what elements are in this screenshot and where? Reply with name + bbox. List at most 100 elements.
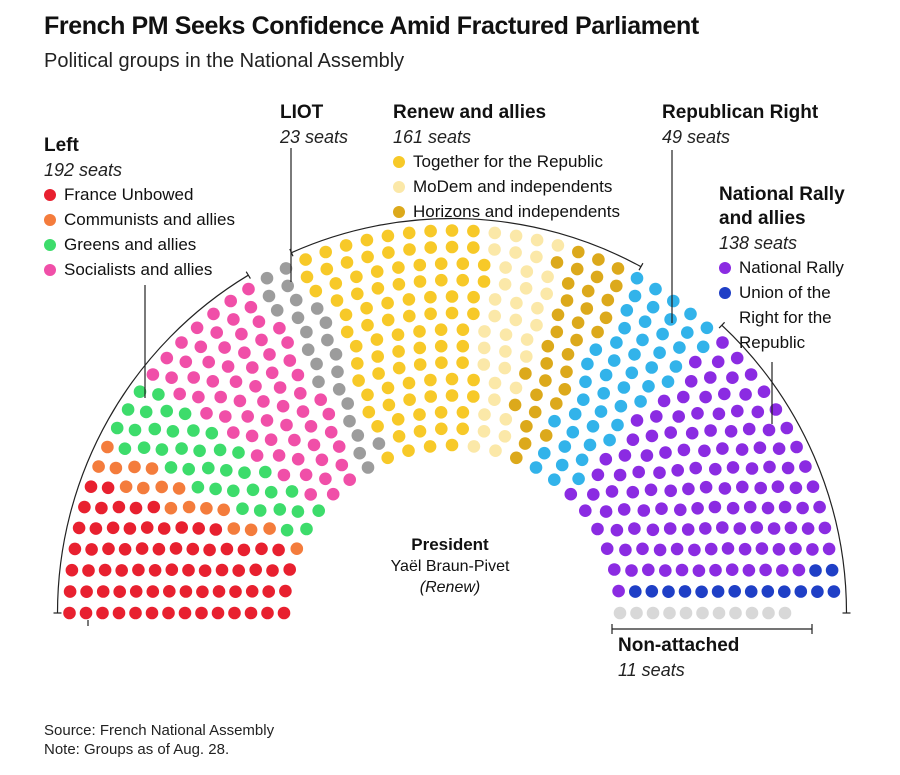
seat-dot bbox=[550, 256, 564, 269]
seat-dot bbox=[771, 480, 785, 494]
bracket-national-rally bbox=[721, 324, 848, 614]
seat-dot bbox=[591, 468, 605, 482]
seat-dot bbox=[467, 440, 481, 453]
seat-dot bbox=[467, 224, 480, 238]
seat-dot bbox=[413, 258, 427, 272]
seat-dot bbox=[456, 406, 470, 419]
seat-dot bbox=[145, 606, 159, 620]
seat-dot bbox=[349, 339, 363, 353]
seat-dot bbox=[182, 563, 195, 577]
bloc-name-left: Left bbox=[44, 135, 79, 156]
seat-dot bbox=[164, 501, 178, 515]
seat-dot bbox=[751, 405, 765, 419]
seat-dot bbox=[280, 418, 293, 432]
bloc-seats-renew: 161 seats bbox=[393, 127, 472, 147]
seat-dot bbox=[331, 365, 344, 379]
seat-dot bbox=[273, 503, 287, 516]
seat-dot bbox=[187, 424, 200, 437]
seat-dot bbox=[667, 294, 680, 308]
seat-dot bbox=[381, 451, 395, 465]
seat-dot bbox=[339, 308, 353, 322]
seat-dot bbox=[672, 410, 685, 423]
seat-dot bbox=[206, 375, 220, 388]
seat-dot bbox=[137, 481, 150, 495]
legend-swatch bbox=[44, 264, 56, 276]
seat-dot bbox=[467, 373, 480, 387]
seat-dot bbox=[456, 273, 470, 287]
seat-dot bbox=[279, 262, 293, 275]
seat-dot bbox=[599, 505, 613, 518]
seat-dot bbox=[681, 326, 694, 339]
seat-dot bbox=[669, 360, 683, 373]
seat-dot bbox=[324, 425, 338, 439]
seat-dot bbox=[488, 293, 502, 306]
seat-dot bbox=[423, 440, 437, 453]
seat-dot bbox=[92, 460, 105, 473]
seat-dot bbox=[509, 246, 522, 259]
legend-item-union-right: Union of the bbox=[719, 280, 845, 305]
legend-republican-right: Republican Right 49 seats bbox=[662, 101, 818, 149]
seat-dot bbox=[413, 341, 427, 355]
seat-dot bbox=[146, 585, 160, 598]
seat-dot bbox=[548, 414, 561, 428]
seat-dot bbox=[531, 301, 544, 315]
seat-dot bbox=[581, 284, 595, 298]
seat-dot bbox=[339, 239, 353, 252]
seat-dot bbox=[160, 404, 173, 418]
seat-dot bbox=[249, 380, 262, 393]
seat-dot bbox=[175, 442, 188, 455]
footer: Source: French National Assembly Note: G… bbox=[44, 721, 274, 759]
seat-dot bbox=[822, 542, 836, 556]
seat-dot bbox=[488, 243, 501, 256]
legend-label: National Rally bbox=[739, 258, 844, 277]
seat-dot bbox=[572, 245, 585, 259]
legend-item-greens: Greens and allies bbox=[44, 232, 235, 257]
seat-dot bbox=[173, 387, 186, 401]
seat-dot bbox=[214, 390, 227, 404]
seat-dot bbox=[285, 485, 299, 498]
seat-dot bbox=[592, 253, 605, 266]
seat-dot bbox=[778, 500, 792, 514]
seat-dot bbox=[772, 543, 786, 556]
seat-dot bbox=[772, 442, 786, 456]
seat-dot bbox=[637, 504, 651, 517]
seat-dot bbox=[762, 423, 776, 437]
seat-dot bbox=[262, 585, 276, 598]
seat-dot bbox=[551, 239, 565, 252]
seat-dot bbox=[679, 606, 693, 620]
seat-dot bbox=[613, 606, 627, 620]
seat-dot bbox=[113, 585, 126, 598]
seat-dot bbox=[636, 542, 649, 556]
seat-dot bbox=[445, 224, 459, 237]
seat-dot bbox=[730, 351, 744, 365]
seat-dot bbox=[586, 420, 600, 433]
seat-dot bbox=[678, 585, 692, 598]
source-note: Source: French National Assembly bbox=[44, 722, 275, 739]
seat-dot bbox=[729, 606, 742, 620]
seat-dot bbox=[456, 339, 470, 353]
seat-dot bbox=[601, 293, 615, 307]
seat-dot bbox=[625, 366, 639, 380]
seat-dot bbox=[670, 542, 684, 556]
seat-dot bbox=[326, 487, 340, 501]
president-title: President bbox=[411, 535, 489, 554]
seat-dot bbox=[520, 265, 534, 278]
legend-swatch bbox=[393, 206, 405, 218]
seat-dot bbox=[381, 296, 394, 310]
bloc-seats-non-attached: 11 seats bbox=[618, 660, 685, 680]
seat-dot bbox=[767, 522, 781, 535]
seat-dot bbox=[599, 452, 613, 466]
legend-item-france-unbowed: France Unbowed bbox=[44, 182, 235, 207]
seat-dot bbox=[636, 333, 649, 347]
legend-item-union-right-line3: Republic bbox=[739, 333, 806, 352]
legend-item-national-rally: National Rally bbox=[719, 255, 845, 280]
seat-dot bbox=[806, 480, 820, 494]
legend-item-socialists: Socialists and allies bbox=[44, 257, 235, 282]
seat-dot bbox=[664, 484, 677, 498]
seat-dot bbox=[353, 446, 367, 460]
seat-dot bbox=[224, 294, 237, 308]
seat-dot bbox=[540, 287, 553, 301]
seat-dot bbox=[638, 315, 652, 329]
seat-dot bbox=[642, 380, 655, 393]
seat-dot bbox=[360, 301, 373, 315]
